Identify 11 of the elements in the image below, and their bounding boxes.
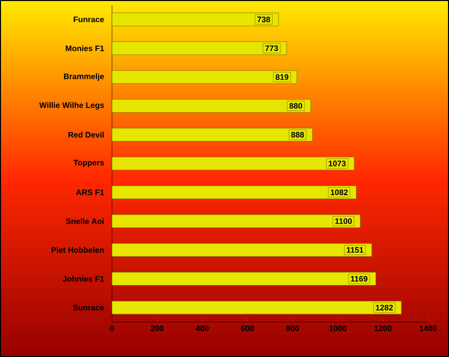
bar — [112, 156, 354, 170]
bar — [112, 128, 313, 142]
bar — [112, 12, 279, 26]
bar — [112, 42, 287, 55]
bar — [112, 214, 360, 228]
bar — [112, 70, 298, 84]
bar — [112, 243, 372, 257]
bar — [112, 300, 402, 314]
bar — [112, 272, 376, 286]
bar — [112, 186, 356, 200]
bar — [112, 99, 311, 113]
